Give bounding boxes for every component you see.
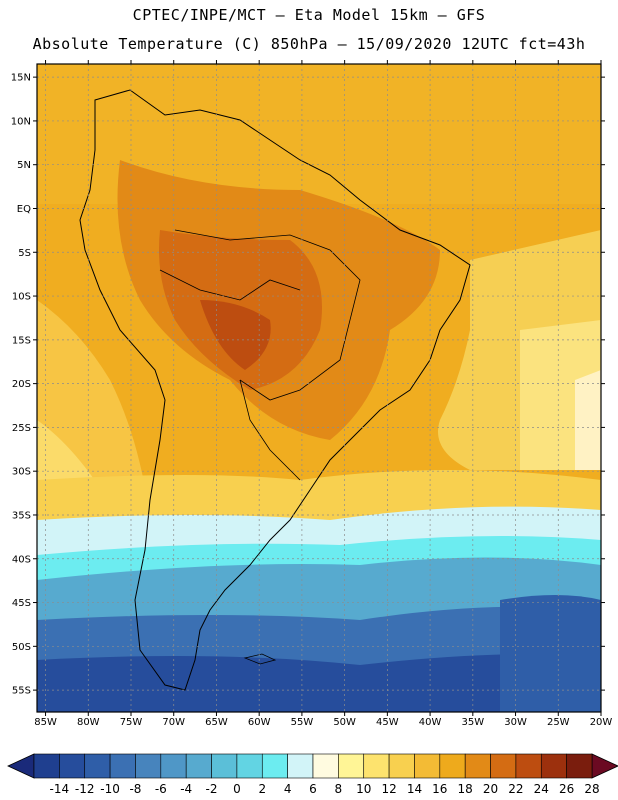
lon-label: 60W bbox=[248, 717, 271, 728]
colorbar-swatch bbox=[439, 753, 466, 779]
colorbar-swatch bbox=[338, 753, 365, 779]
field-se-blue bbox=[500, 595, 601, 712]
colorbar-label: -12 bbox=[75, 782, 95, 796]
colorbar-swatch bbox=[490, 753, 517, 779]
lat-label: 40S bbox=[12, 554, 31, 565]
colorbar-swatch bbox=[185, 753, 212, 779]
lat-label: 5S bbox=[18, 248, 31, 259]
colorbar-label: 16 bbox=[432, 782, 447, 796]
field-south-darkblue bbox=[37, 653, 601, 712]
colorbar-swatch bbox=[33, 753, 60, 779]
lon-label: 70W bbox=[162, 717, 185, 728]
lat-label: 45S bbox=[12, 598, 31, 609]
coastline bbox=[79, 89, 471, 691]
lon-label: 20W bbox=[590, 717, 613, 728]
colorbar-label: 6 bbox=[309, 782, 317, 796]
colorbar-swatch bbox=[59, 753, 86, 779]
colorbar-swatch bbox=[312, 753, 339, 779]
map-frame bbox=[36, 63, 602, 713]
colorbar-label: -8 bbox=[129, 782, 141, 796]
colorbar-swatch bbox=[414, 753, 441, 779]
lon-label: 65W bbox=[205, 717, 228, 728]
colorbar-label: -6 bbox=[155, 782, 167, 796]
colorbar-label: 0 bbox=[233, 782, 241, 796]
lat-label: 55S bbox=[12, 686, 31, 697]
border-lines-3 bbox=[239, 379, 301, 481]
colorbar-label: 4 bbox=[284, 782, 292, 796]
colorbar-label: -2 bbox=[206, 782, 218, 796]
colorbar-swatch bbox=[363, 753, 390, 779]
lat-label: 50S bbox=[12, 642, 31, 653]
colorbar-label: 18 bbox=[458, 782, 473, 796]
lon-label: 55W bbox=[291, 717, 314, 728]
falkland-islands bbox=[243, 653, 277, 665]
colorbar-high-arrow bbox=[591, 753, 618, 779]
colorbar-swatch bbox=[211, 753, 238, 779]
lat-label: 15N bbox=[11, 73, 31, 84]
colorbar-swatch bbox=[287, 753, 314, 779]
lat-label: EQ bbox=[17, 204, 31, 215]
colorbar-label: 14 bbox=[407, 782, 422, 796]
lat-label: 10N bbox=[11, 116, 31, 127]
border-lines bbox=[174, 229, 361, 401]
colorbar-swatch bbox=[109, 753, 136, 779]
colorbar-label: 22 bbox=[508, 782, 523, 796]
lon-label: 80W bbox=[77, 717, 100, 728]
lat-label: 20S bbox=[12, 379, 31, 390]
colorbar-label: 2 bbox=[258, 782, 266, 796]
gridlines bbox=[37, 64, 602, 712]
lon-label: 75W bbox=[120, 717, 143, 728]
colorbar-label: -4 bbox=[180, 782, 192, 796]
colorbar-swatch bbox=[464, 753, 491, 779]
colorbar-swatch bbox=[236, 753, 263, 779]
colorbar-label: 10 bbox=[356, 782, 371, 796]
colorbar-swatch bbox=[566, 753, 593, 779]
colorbar-swatch bbox=[84, 753, 111, 779]
lon-label: 40W bbox=[419, 717, 442, 728]
longitude-axis: 85W 80W 75W 70W 65W 60W 55W 50W 45W 40W 35W 30W 25W 2… bbox=[34, 60, 612, 728]
colorbar-label: 26 bbox=[559, 782, 574, 796]
lat-label: 15S bbox=[12, 335, 31, 346]
lat-label: 25S bbox=[12, 423, 31, 434]
colorbar-label: 12 bbox=[381, 782, 396, 796]
colorbar-swatch bbox=[135, 753, 162, 779]
field-continent-hotspot bbox=[200, 300, 271, 370]
lon-label: 25W bbox=[547, 717, 570, 728]
colorbar-label: 24 bbox=[534, 782, 549, 796]
lon-label: 85W bbox=[34, 717, 57, 728]
colorbar-low-arrow bbox=[7, 753, 35, 779]
lon-label: 45W bbox=[376, 717, 399, 728]
lon-label: 30W bbox=[504, 717, 527, 728]
border-lines-2 bbox=[159, 269, 301, 301]
latitude-axis: 15N 10N 5N EQ 5S 10S 15S 20S 25S 30S 35S 40S 45S 50S 5… bbox=[11, 73, 605, 697]
temperature-field bbox=[37, 64, 601, 712]
colorbar-label: -10 bbox=[100, 782, 120, 796]
lon-label: 35W bbox=[462, 717, 485, 728]
colorbar-swatch bbox=[261, 753, 288, 779]
title-line-2: Absolute Temperature (C) 850hPa – 15/09/… bbox=[32, 35, 586, 53]
title-line-1: CPTEC/INPE/MCT – Eta Model 15km – GFS bbox=[132, 6, 486, 24]
field-atlantic-cream bbox=[575, 370, 601, 470]
colorbar-swatch bbox=[388, 753, 415, 779]
colorbar-label: 20 bbox=[483, 782, 498, 796]
colorbar-swatch bbox=[160, 753, 187, 779]
lon-label: 50W bbox=[333, 717, 356, 728]
colorbar-label: 28 bbox=[584, 782, 599, 796]
colorbar-swatch bbox=[515, 753, 542, 779]
lat-label: 5N bbox=[17, 160, 31, 171]
lat-label: 35S bbox=[12, 510, 31, 521]
lat-label: 10S bbox=[12, 292, 31, 303]
colorbar: -14 -12 -10 -8 -6 -4 -2 0 2 4 6 8 10 12 14 16 18 20 22 24 26… bbox=[7, 753, 618, 796]
colorbar-label: -14 bbox=[50, 782, 70, 796]
colorbar-label: 8 bbox=[335, 782, 343, 796]
lat-label: 30S bbox=[12, 467, 31, 478]
colorbar-swatch bbox=[540, 753, 567, 779]
